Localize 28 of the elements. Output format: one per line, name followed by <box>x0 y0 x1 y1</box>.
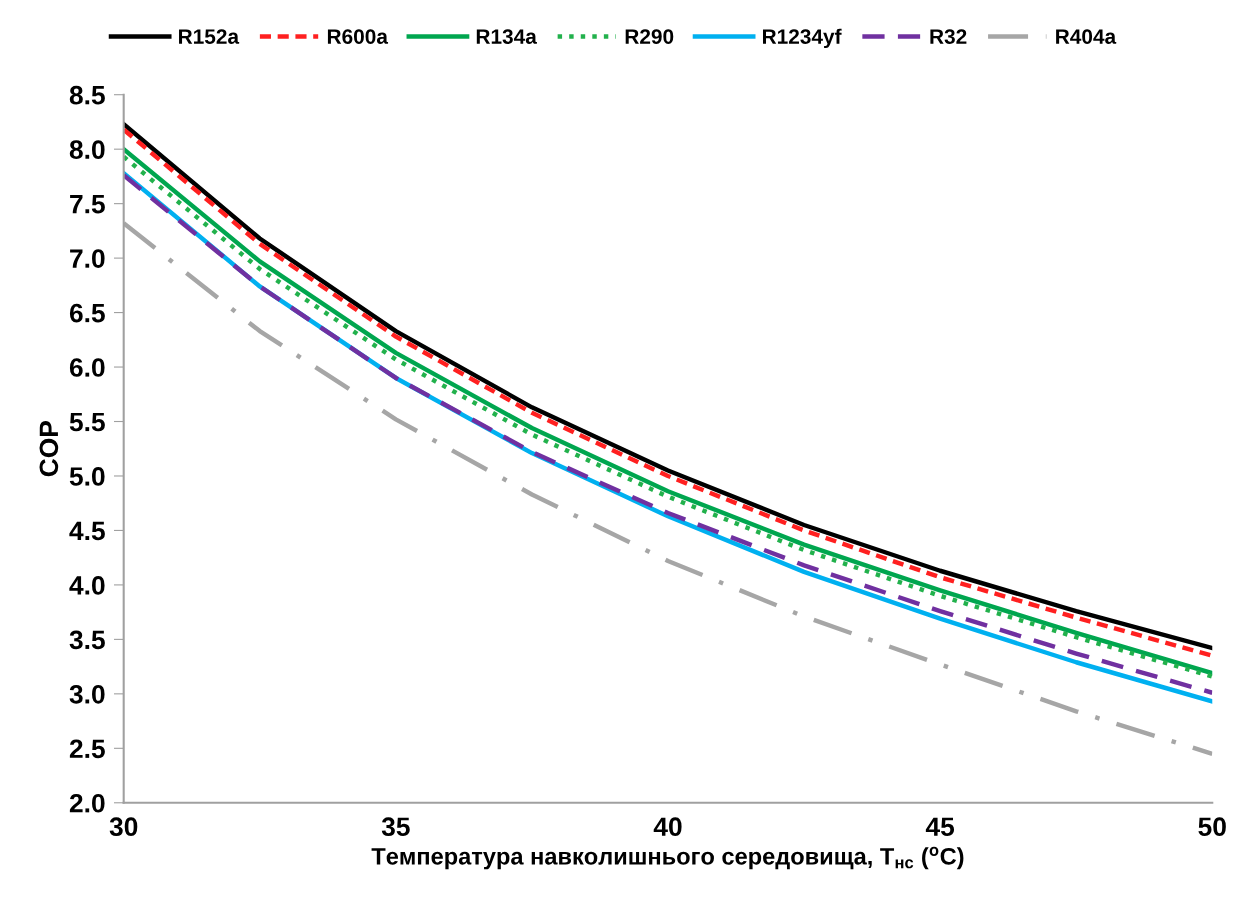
y-tick-label: 8.5 <box>69 85 105 105</box>
x-tick-label: 45 <box>925 817 955 837</box>
x-tick-label: 30 <box>109 817 138 837</box>
y-tick-label: 6.0 <box>69 358 105 377</box>
y-axis-title: COP <box>39 421 59 477</box>
y-tick-label: 7.0 <box>70 249 105 268</box>
legend-label: R152a <box>179 29 240 44</box>
x-tick-label: 40 <box>653 817 682 837</box>
legend-label: R1234yf <box>763 28 842 49</box>
y-tick-label: 7.5 <box>70 195 105 214</box>
legend-label: R134a <box>476 29 537 44</box>
legend-label: R404a <box>1056 29 1117 44</box>
legend-label: R290 <box>625 29 674 44</box>
y-tick-label: 6.5 <box>69 303 105 323</box>
x-tick-label: 50 <box>1198 817 1226 837</box>
y-tick-label: 8.0 <box>69 140 105 159</box>
x-axis-title: Температура навколишнього середовища, T$_{нс}$ ($^{o}$C) <box>371 846 964 870</box>
y-tick-label: 4.5 <box>69 521 105 541</box>
legend-label: R32 <box>930 29 967 44</box>
y-tick-label: 2.0 <box>69 793 105 813</box>
y-tick-label: 3.0 <box>69 684 105 704</box>
y-tick-label: 2.5 <box>69 739 105 759</box>
y-tick-label: 5.5 <box>69 412 105 432</box>
y-tick-label: 3.5 <box>69 630 105 650</box>
x-tick-label: 35 <box>381 817 410 837</box>
y-tick-label: 4.0 <box>69 576 105 595</box>
legend-label: R600a <box>327 29 389 44</box>
y-tick-label: 5.0 <box>69 467 105 486</box>
